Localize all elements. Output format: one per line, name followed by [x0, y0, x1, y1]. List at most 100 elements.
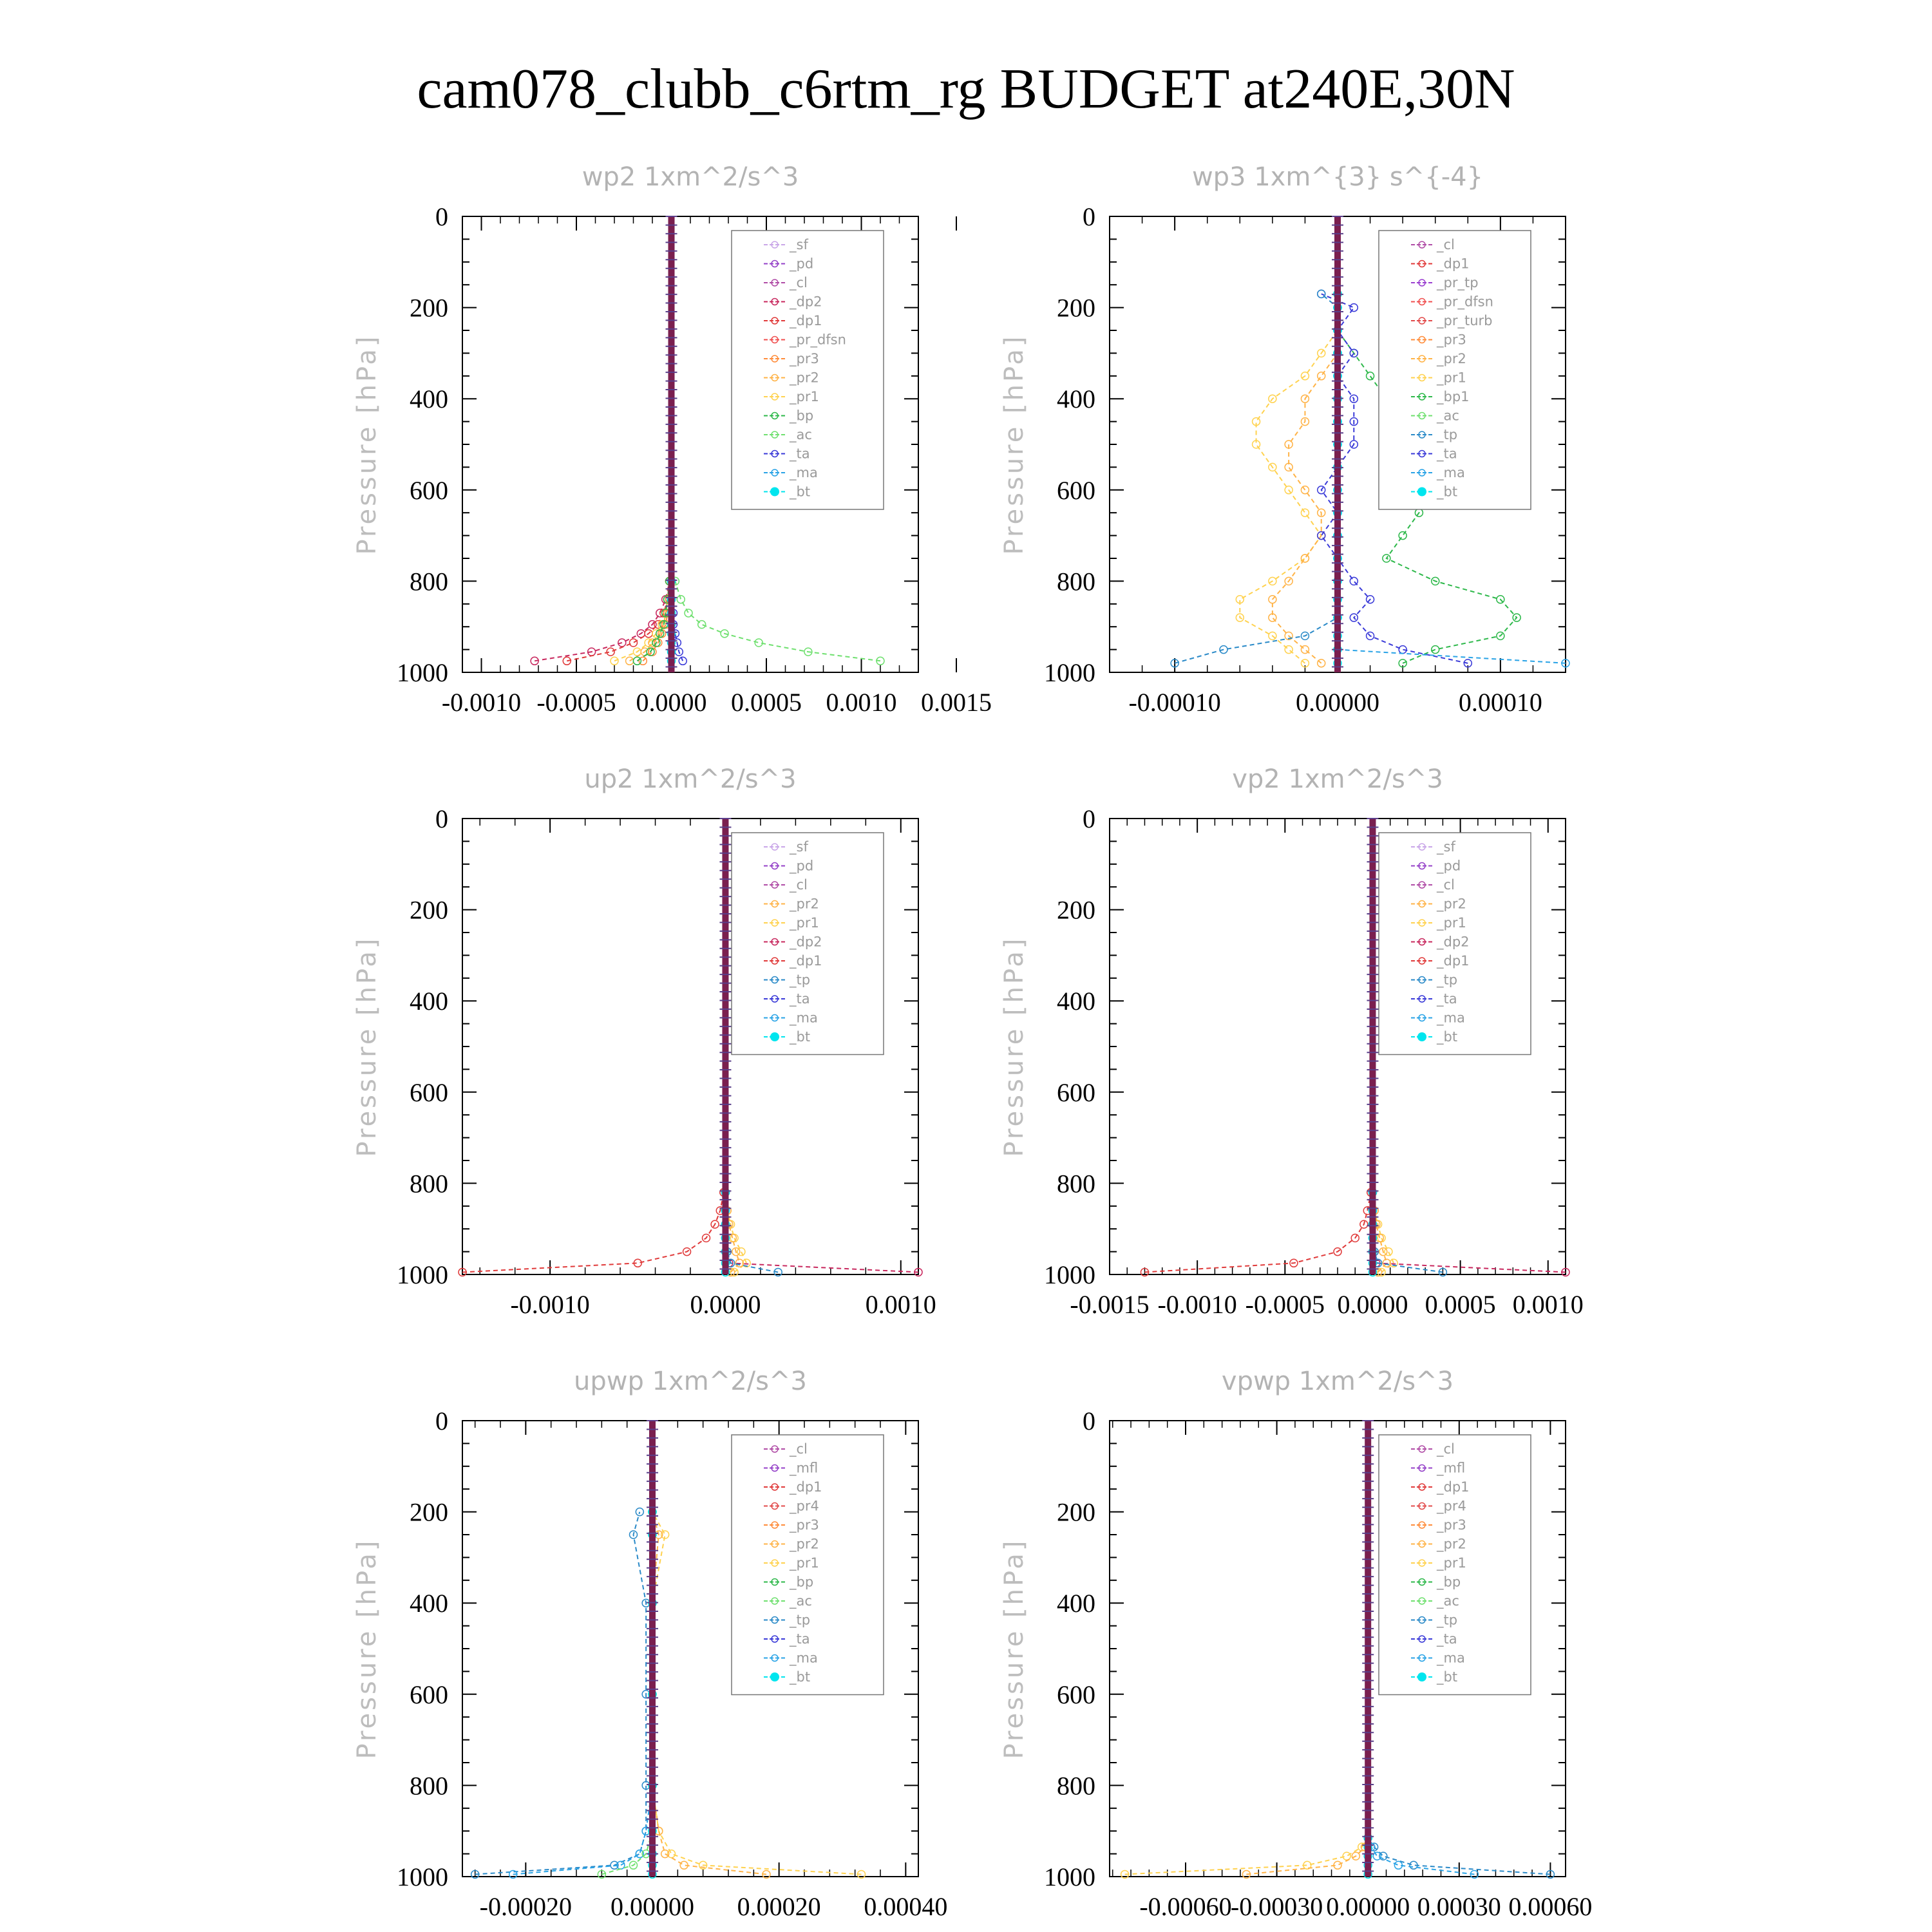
- data-point: [530, 656, 539, 666]
- data-point: [1349, 417, 1359, 426]
- legend-marker: [1418, 431, 1426, 439]
- data-point: [1289, 1258, 1298, 1268]
- series-dp1: [562, 576, 674, 666]
- legend-marker: [771, 1635, 779, 1643]
- legend-entry: _ta: [764, 446, 810, 462]
- x-tick-label: 0.00000: [1326, 1892, 1410, 1921]
- data-point: [1235, 594, 1245, 604]
- legend-label: _dp1: [789, 1479, 822, 1495]
- data-point: [1268, 613, 1277, 622]
- legend-label: _tp: [1436, 427, 1457, 443]
- legend-entry: _pr1: [1411, 1555, 1466, 1571]
- x-tick-label: 0.00040: [864, 1892, 947, 1921]
- legend-label: _pr3: [1436, 332, 1466, 348]
- data-point: [914, 1267, 923, 1277]
- legend-entry: _ma: [764, 1010, 818, 1027]
- legend-label: _ma: [789, 1651, 818, 1667]
- y-tick-label: 600: [1057, 1078, 1095, 1107]
- data-point: [1170, 659, 1179, 668]
- chart-panel-2: wp3 1xm^{3} s^{-4} 0 200 400 600 800 1000 Press…: [999, 162, 1570, 717]
- legend-entry: _pd: [1411, 858, 1461, 875]
- data-point: [1316, 531, 1326, 540]
- legend-label: _ma: [1436, 1010, 1465, 1027]
- panel-title: vpwp 1xm^2/s^3: [1222, 1367, 1454, 1396]
- y-tick-label: 200: [410, 896, 448, 925]
- legend-entry: _pr1: [764, 915, 819, 931]
- data-point: [1384, 1247, 1393, 1256]
- data-point: [1300, 554, 1310, 563]
- legend-entry: _dp1: [1411, 256, 1470, 272]
- series-tp: [1170, 289, 1342, 668]
- legend-entry: _pr3: [764, 351, 819, 367]
- legend-entry: _dp2: [1411, 934, 1470, 951]
- legend-marker: [771, 1483, 779, 1491]
- data-point: [737, 1247, 746, 1256]
- data-point: [1316, 486, 1326, 495]
- legend-entry: _pr2: [1411, 896, 1466, 913]
- legend-marker: [771, 976, 779, 984]
- series-line: [1372, 1192, 1443, 1273]
- series-line: [1372, 1192, 1566, 1273]
- legend-marker: [1418, 976, 1426, 984]
- x-tick-label: -0.0010: [1157, 1290, 1236, 1319]
- legend-entry: _bp: [764, 1575, 813, 1591]
- legend-label: _pr2: [1436, 896, 1466, 913]
- data-point: [458, 1267, 467, 1277]
- data-point: [629, 1530, 638, 1539]
- legend-marker: [771, 1654, 779, 1662]
- series-line: [674, 581, 881, 662]
- x-tick-label: -0.00020: [480, 1892, 572, 1921]
- data-point: [1284, 440, 1293, 449]
- legend-marker: [771, 355, 779, 363]
- data-point: [656, 629, 665, 638]
- legend-marker: [771, 957, 779, 965]
- legend-label: _ma: [789, 465, 818, 481]
- legend-label: _bp1: [1436, 389, 1470, 405]
- legend-label: _ma: [789, 1010, 818, 1027]
- legend-label: _dp1: [1436, 953, 1470, 969]
- legend-marker: [771, 1464, 779, 1472]
- data-point: [597, 1870, 607, 1879]
- legend-marker: [771, 1559, 779, 1567]
- data-point: [1430, 576, 1440, 586]
- legend-entry: _dp1: [1411, 953, 1470, 969]
- x-tick-label: 0.00030: [1417, 1892, 1501, 1921]
- data-point: [730, 1267, 739, 1277]
- data-point: [1316, 508, 1326, 517]
- legend-marker: [771, 317, 779, 325]
- legend-label: _bp: [1436, 1575, 1461, 1591]
- legend-entry: _ma: [764, 465, 818, 481]
- legend-marker: [771, 1521, 779, 1529]
- data-point: [1284, 576, 1293, 586]
- x-tick-label: 0.0010: [866, 1290, 936, 1319]
- x-tick-label: -0.0010: [442, 688, 521, 717]
- data-point: [606, 647, 615, 656]
- legend-label: _ta: [789, 1631, 810, 1647]
- legend-label: _ta: [1436, 446, 1457, 462]
- series-ac: [670, 576, 885, 666]
- data-point: [1349, 440, 1359, 449]
- legend-entry: _cl: [764, 275, 808, 291]
- legend-marker: [771, 1502, 779, 1510]
- data-point: [635, 1849, 645, 1859]
- data-point: [1349, 348, 1359, 358]
- panel-title: wp2 1xm^2/s^3: [582, 162, 799, 192]
- legend-entry: _pr3: [1411, 332, 1466, 348]
- legend-label: _tp: [789, 972, 810, 989]
- y-axis-label: Pressure [hPa]: [352, 936, 382, 1157]
- legend-label: _ac: [1436, 1593, 1459, 1609]
- legend-label: _pr3: [1436, 1517, 1466, 1533]
- legend-entry: _ma: [1411, 1651, 1465, 1667]
- legend-marker: [1417, 1672, 1426, 1681]
- y-tick-label: 200: [1057, 294, 1095, 323]
- data-point: [633, 1258, 643, 1268]
- y-tick-label: 400: [1057, 1589, 1095, 1618]
- legend-marker: [771, 279, 779, 287]
- x-tick-label: 0.00010: [1459, 688, 1542, 717]
- data-point: [1438, 1267, 1448, 1277]
- legend-label: _sf: [789, 839, 808, 855]
- data-point: [1303, 1861, 1312, 1870]
- x-tick-label: -0.0010: [510, 1290, 589, 1319]
- data-point: [1398, 659, 1407, 668]
- data-point: [1379, 1852, 1388, 1861]
